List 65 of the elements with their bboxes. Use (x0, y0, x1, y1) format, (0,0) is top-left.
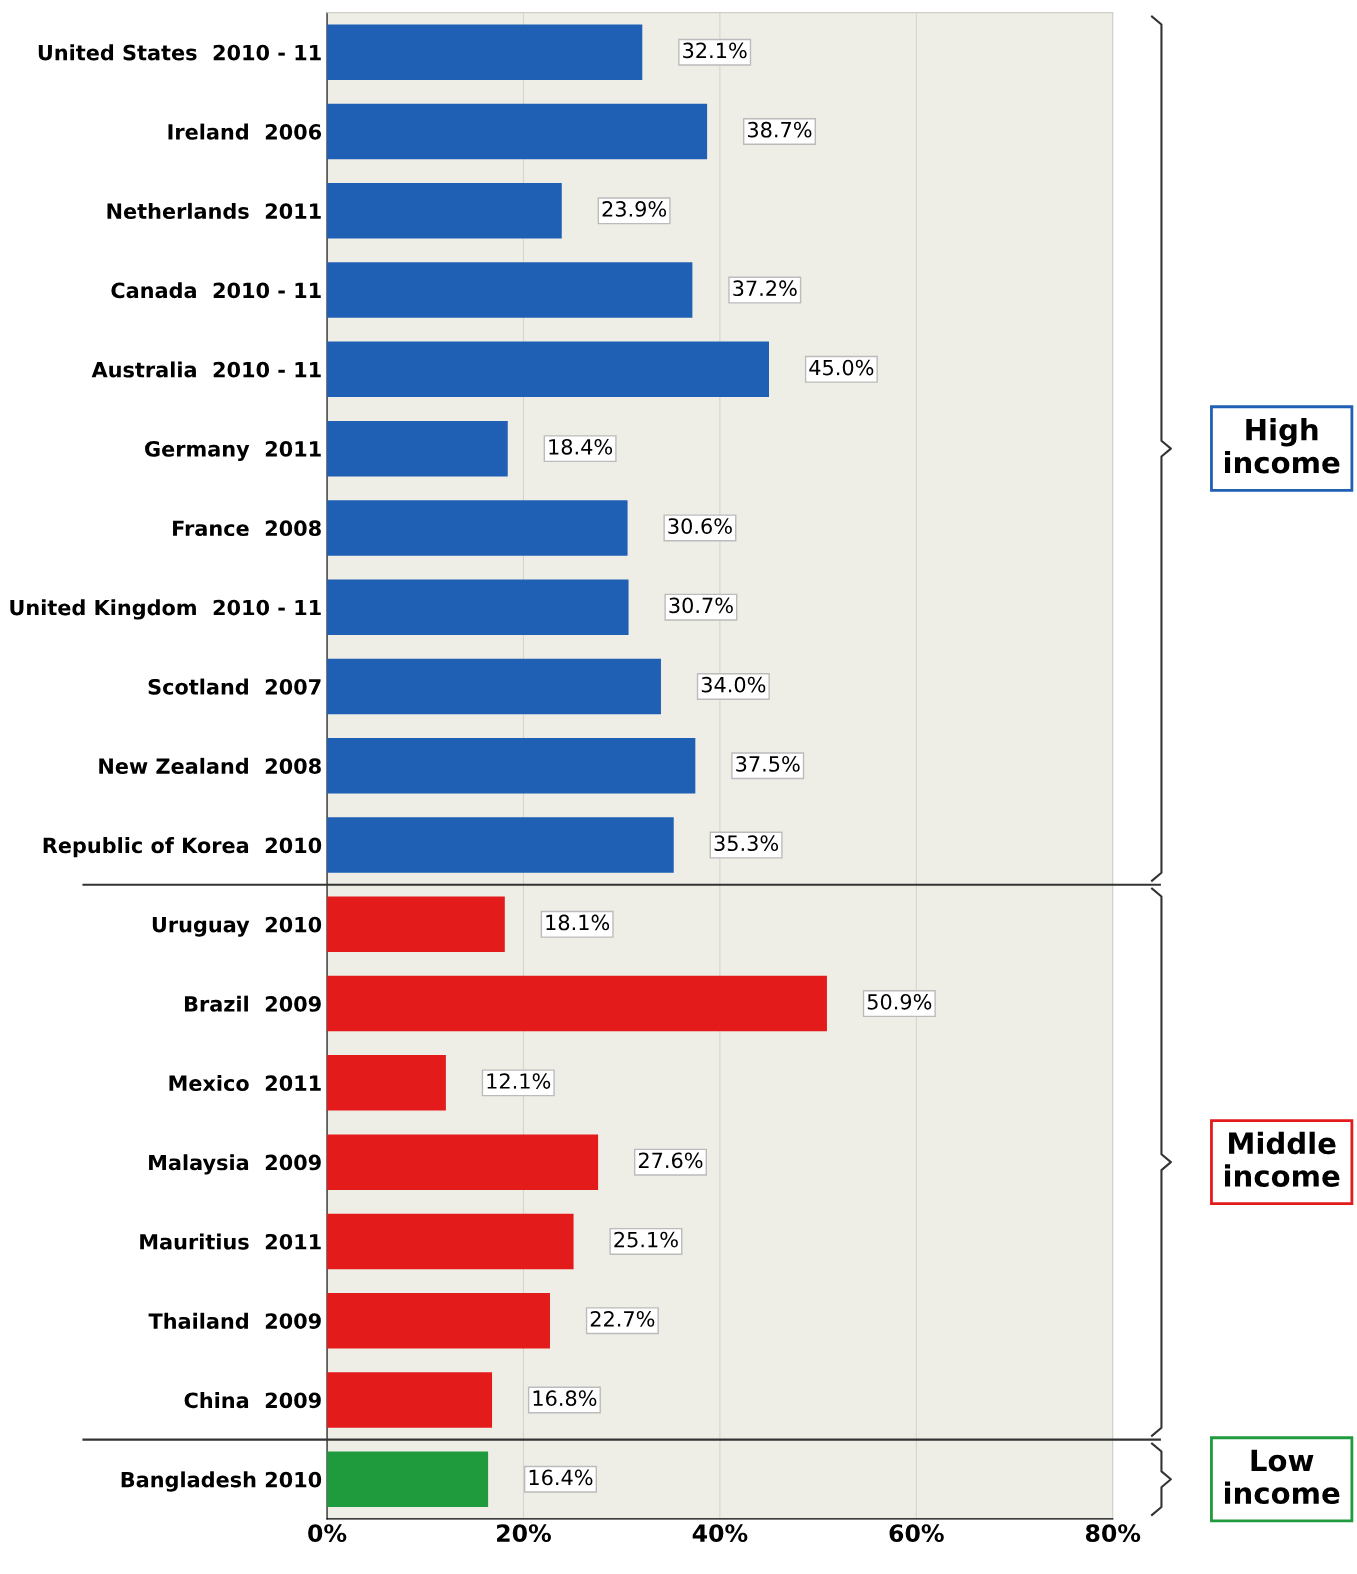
bar (327, 341, 769, 398)
data-label: 27.6% (638, 1152, 703, 1169)
bar (327, 1372, 493, 1428)
y-tick-label: Scotland 2007 (148, 678, 321, 695)
data-label: 37.5% (736, 756, 800, 772)
y-tick-label: China 2009 (184, 1392, 321, 1409)
bar (327, 420, 508, 477)
data-label: 25.1% (614, 1231, 678, 1248)
y-tick-label: United Kingdom 2010 - 11 (10, 599, 321, 620)
data-label: 23.9% (602, 201, 667, 217)
y-tick-label: Thailand 2009 (148, 1312, 321, 1329)
y-tick-label: Australia 2010 - 11 (91, 361, 321, 378)
bar (327, 1292, 550, 1349)
bar (327, 262, 693, 318)
y-tick-label: New Zealand 2008 (99, 757, 321, 774)
y-tick-label: Mauritius 2011 (140, 1233, 321, 1250)
y-tick-label: Republic of Korea 2010 (43, 837, 322, 858)
y-tick-label: Germany 2011 (145, 441, 321, 461)
y-tick-label: Uruguay 2010 (152, 916, 322, 937)
data-label: 32.1% (683, 42, 747, 59)
data-label: 35.3% (714, 835, 779, 852)
data-label: 50.9% (867, 993, 932, 1010)
bar (327, 896, 505, 953)
text: High income (1224, 418, 1340, 474)
x-tick-label: 80% (1085, 1524, 1141, 1543)
data-label: 18.1% (546, 914, 610, 931)
text: Low income (1224, 1449, 1340, 1505)
y-tick-label: Bangladesh 2010 (121, 1471, 322, 1492)
bar (327, 24, 643, 80)
y-tick-label: Brazil 2009 (184, 995, 321, 1012)
y-tick-label: Mexico 2011 (169, 1074, 321, 1092)
bar (327, 1213, 574, 1270)
x-tick-label: 40% (692, 1524, 748, 1543)
y-tick-label: Canada 2010 - 11 (111, 282, 321, 299)
bar (327, 1134, 599, 1190)
bar (327, 1451, 489, 1508)
text: Middle income (1224, 1131, 1340, 1187)
x-tick-label: 60% (889, 1524, 944, 1543)
y-tick-label: Malaysia 2009 (149, 1154, 321, 1175)
data-label: 18.4% (549, 438, 613, 455)
bar (327, 817, 674, 873)
y-tick-label: United States 2010 - 11 (38, 44, 321, 61)
data-label: 30.7% (669, 597, 733, 614)
data-label: 16.8% (533, 1390, 597, 1407)
bar (327, 500, 628, 556)
y-tick-label: Ireland 2006 (168, 123, 322, 140)
bar (327, 975, 827, 1032)
data-label: 34.0% (701, 676, 766, 693)
x-tick-label: 0% (308, 1524, 347, 1543)
data-label: 22.7% (590, 1311, 655, 1327)
bar (327, 579, 629, 635)
x-tick-label: 20% (497, 1524, 551, 1543)
bar (327, 183, 562, 239)
bar (327, 738, 696, 794)
data-label: 45.0% (809, 359, 874, 376)
y-tick-label: France 2008 (173, 520, 321, 537)
data-label: 12.1% (487, 1073, 551, 1089)
y-tick-label: Netherlands 2011 (107, 202, 321, 219)
data-label: 37.2% (733, 280, 797, 297)
bar (327, 658, 661, 715)
bar (327, 103, 708, 160)
data-label: 30.6% (668, 518, 732, 534)
data-label: 38.7% (747, 121, 812, 138)
data-label: 16.4% (529, 1469, 593, 1486)
bar (327, 1055, 446, 1111)
